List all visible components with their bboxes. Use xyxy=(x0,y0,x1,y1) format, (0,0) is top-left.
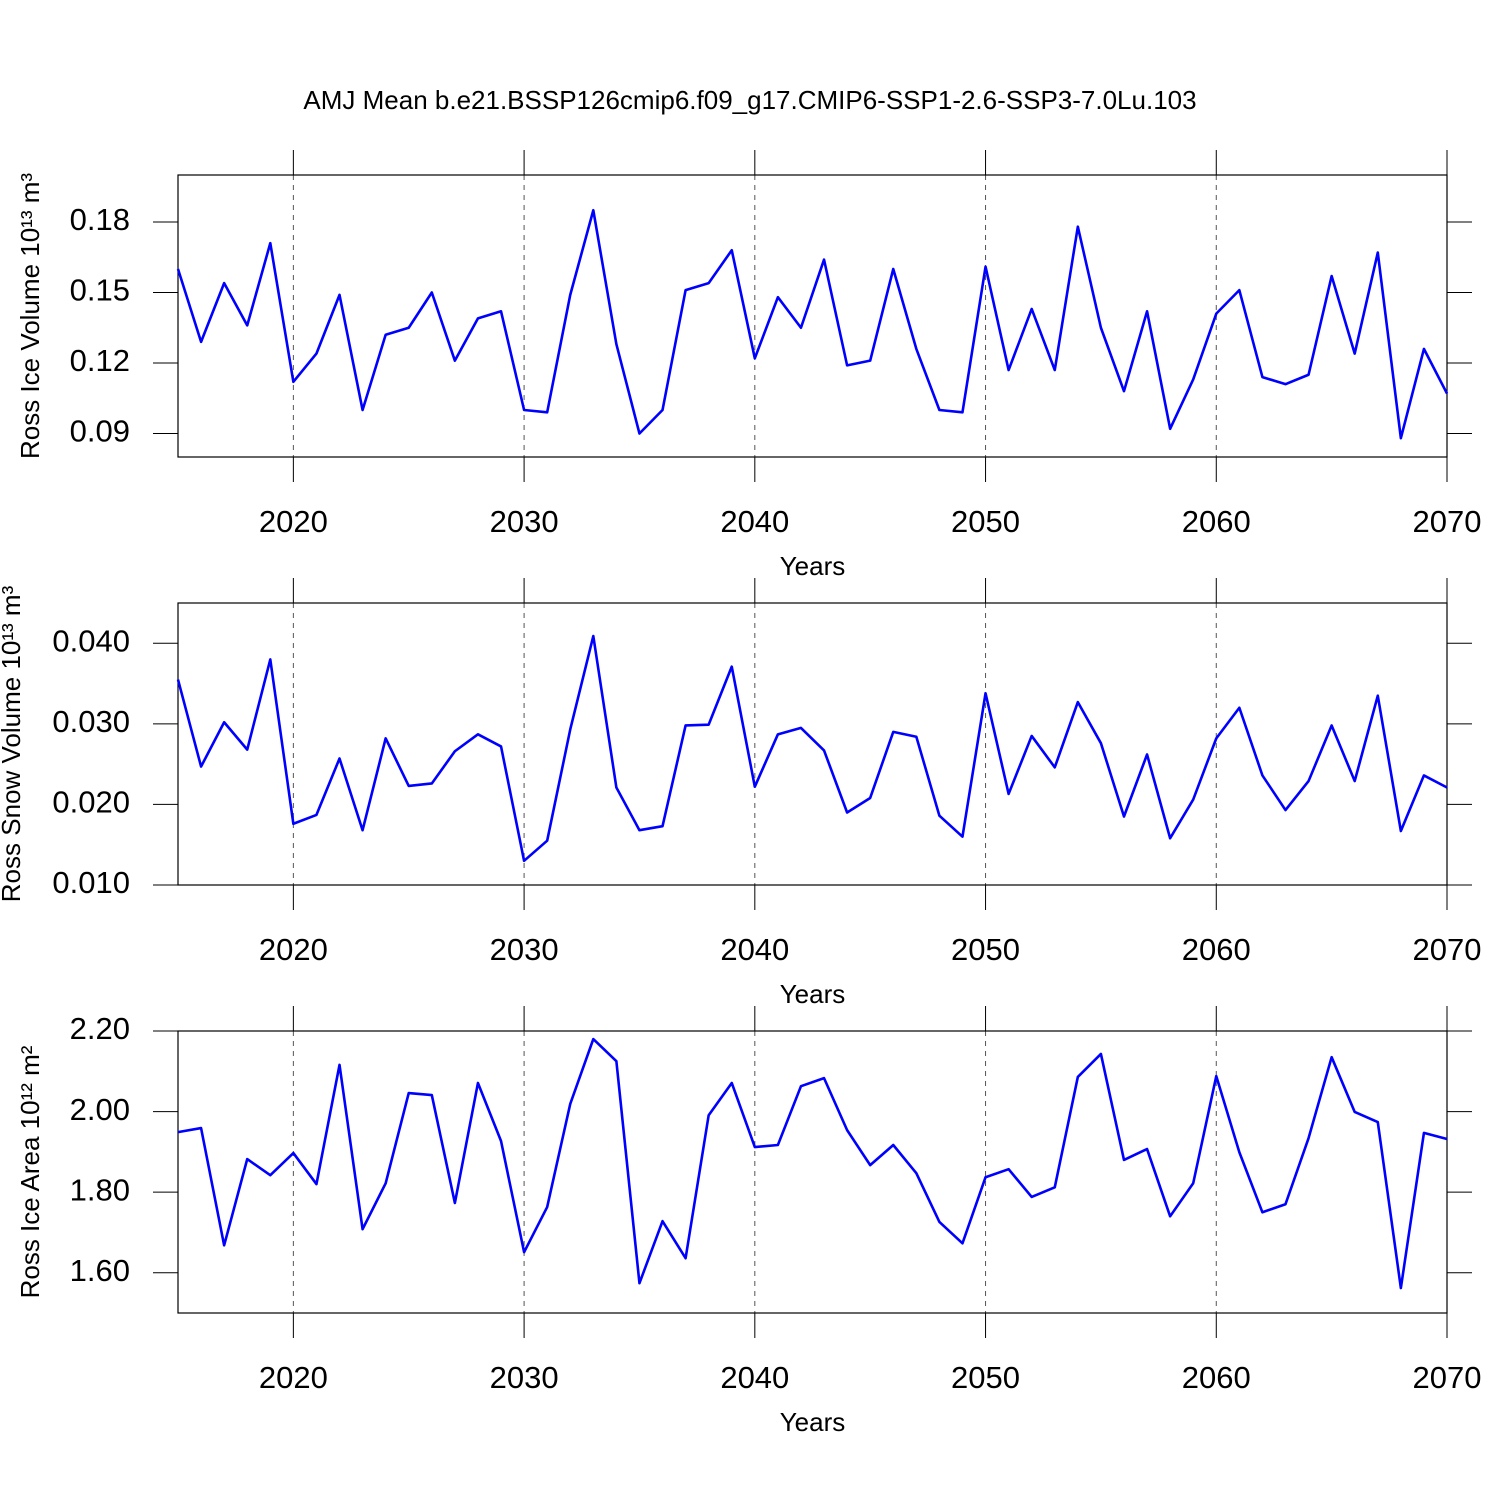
y-tick-label: 0.010 xyxy=(52,865,130,900)
y-tick-label: 0.09 xyxy=(70,414,130,449)
x-tick-label: 2060 xyxy=(1182,504,1251,539)
y-tick-label: 2.00 xyxy=(70,1092,130,1127)
chart-title: AMJ Mean b.e21.BSSP126cmip6.f09_g17.CMIP… xyxy=(303,85,1196,115)
y-tick-label: 2.20 xyxy=(70,1011,130,1046)
x-axis-label: Years xyxy=(780,551,846,581)
data-line xyxy=(177,1037,1448,1290)
x-tick-label: 2040 xyxy=(720,932,789,967)
x-tick-label: 2030 xyxy=(490,932,559,967)
y-tick-label: 0.18 xyxy=(70,202,130,237)
plot-frame xyxy=(177,602,1448,886)
x-axis-label: Years xyxy=(780,1407,846,1437)
x-tick-label: 2030 xyxy=(490,1360,559,1395)
y-tick-label: 0.12 xyxy=(70,343,130,378)
y-axis-label: Ross Ice Volume 10¹³ m³ xyxy=(15,173,45,459)
x-tick-label: 2070 xyxy=(1413,504,1482,539)
x-tick-label: 2020 xyxy=(259,1360,328,1395)
data-line xyxy=(176,208,1449,440)
y-tick-label: 1.80 xyxy=(70,1172,130,1207)
x-tick-label: 2050 xyxy=(951,932,1020,967)
x-tick-label: 2070 xyxy=(1413,932,1482,967)
x-tick-label: 2050 xyxy=(951,504,1020,539)
x-tick-label: 2020 xyxy=(259,504,328,539)
x-tick-label: 2030 xyxy=(490,504,559,539)
x-tick-label: 2060 xyxy=(1182,1360,1251,1395)
x-tick-label: 2040 xyxy=(720,1360,789,1395)
x-tick-label: 2060 xyxy=(1182,932,1251,967)
data-line xyxy=(176,634,1448,863)
y-tick-label: 0.030 xyxy=(52,704,130,739)
y-tick-label: 0.15 xyxy=(70,273,130,308)
y-axis-label: Ross Snow Volume 10¹³ m³ xyxy=(0,585,26,902)
plot-frame xyxy=(177,1030,1448,1314)
plot-frame xyxy=(177,174,1448,458)
x-tick-label: 2020 xyxy=(259,932,328,967)
x-tick-label: 2040 xyxy=(720,504,789,539)
y-tick-label: 1.60 xyxy=(70,1253,130,1288)
y-tick-label: 0.020 xyxy=(52,785,130,820)
x-axis-label: Years xyxy=(780,979,846,1009)
y-tick-label: 0.040 xyxy=(52,623,130,658)
y-axis-label: Ross Ice Area 10¹² m² xyxy=(15,1045,45,1298)
x-tick-label: 2070 xyxy=(1413,1360,1482,1395)
x-tick-label: 2050 xyxy=(951,1360,1020,1395)
